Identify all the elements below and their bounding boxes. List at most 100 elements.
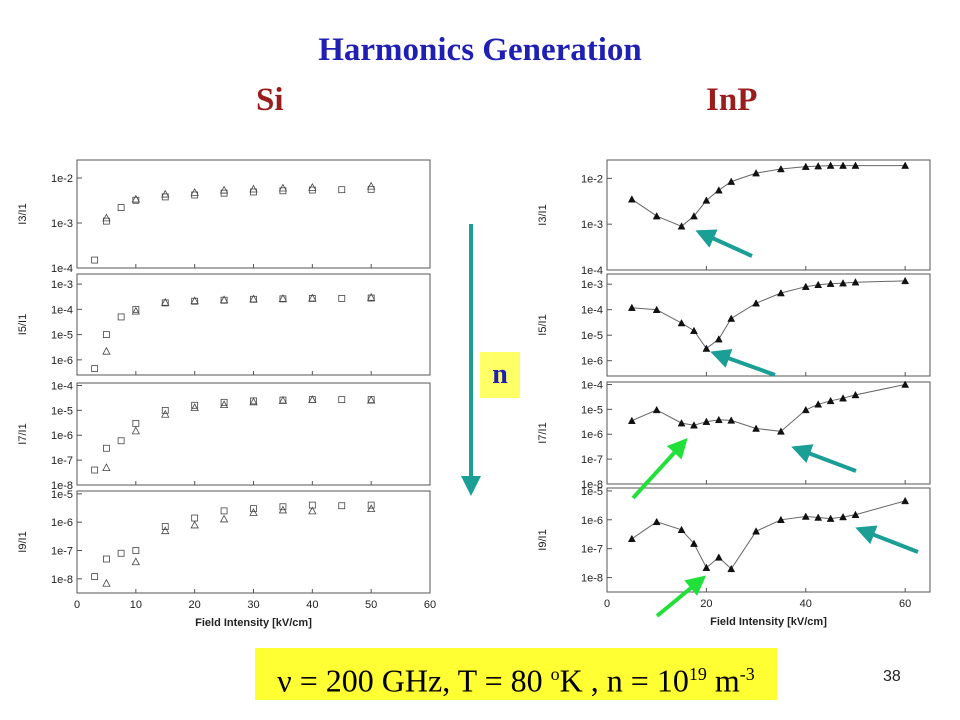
data-point-filled-triangle — [826, 514, 835, 522]
parameters-formula: ν = 200 GHz, T = 80 oK , n = 1019 m-3 — [255, 648, 777, 700]
data-point-triangle — [102, 463, 111, 472]
y-tick-label: 1e-6 — [51, 430, 73, 442]
data-point-filled-triangle — [801, 405, 810, 414]
data-point-filled-triangle — [839, 512, 847, 521]
data-point-triangle — [219, 185, 229, 194]
series-line — [631, 280, 906, 350]
x-tick-label: 30 — [247, 599, 259, 611]
x-tick-label: 40 — [306, 599, 318, 611]
data-point-square — [338, 295, 346, 302]
data-point-filled-triangle — [777, 515, 785, 524]
data-point-filled-triangle — [851, 278, 860, 286]
harmonic-order-label: n — [480, 352, 520, 398]
y-tick-label: 1e-4 — [581, 265, 603, 277]
data-point-filled-triangle — [702, 563, 711, 571]
data-point-square — [338, 502, 346, 510]
data-point-filled-triangle — [801, 162, 810, 170]
y-tick-label: 1e-4 — [581, 379, 603, 391]
min-arrow-i7-right — [791, 444, 857, 473]
y-tick-label: 1e-5 — [51, 330, 73, 342]
data-point-filled-triangle — [690, 539, 698, 547]
data-point-square — [132, 419, 140, 427]
si-label: Si — [256, 82, 284, 118]
data-point-filled-triangle — [627, 534, 636, 543]
data-point-filled-triangle — [826, 279, 835, 287]
data-point-filled-triangle — [702, 344, 711, 352]
data-point-square — [161, 523, 169, 530]
data-point-filled-triangle — [727, 314, 736, 322]
data-point-triangle — [131, 557, 141, 566]
data-point-filled-triangle — [851, 161, 860, 169]
data-point-filled-triangle — [839, 161, 847, 169]
data-point-filled-triangle — [801, 282, 810, 290]
y-tick-label: 1e-7 — [51, 455, 73, 467]
x-tick-label: 60 — [899, 598, 911, 610]
y-tick-label: 1e-2 — [581, 173, 603, 185]
data-point-filled-triangle — [814, 162, 823, 170]
x-axis-label: Field Intensity [kV/cm] — [195, 617, 312, 629]
y-tick-label: 1e-4 — [51, 380, 73, 392]
y-tick-label: 1e-8 — [51, 574, 73, 586]
y-axis-label: I7/I1 — [537, 422, 549, 443]
y-tick-label: 1e-6 — [51, 517, 73, 529]
data-point-square — [91, 466, 99, 474]
y-tick-label: 1e-7 — [581, 454, 603, 466]
data-point-triangle — [366, 292, 376, 301]
min-arrow-i7-left — [631, 438, 688, 500]
data-point-square — [220, 507, 228, 515]
data-point-triangle — [249, 294, 258, 303]
y-tick-label: 1e-8 — [581, 573, 603, 585]
data-point-triangle — [190, 520, 199, 529]
data-point-square — [91, 256, 99, 264]
data-point-filled-triangle — [727, 564, 736, 573]
data-point-filled-triangle — [727, 177, 736, 185]
x-tick-label: 40 — [800, 598, 812, 610]
min-arrow-i9-left — [655, 575, 707, 618]
data-point-triangle — [278, 505, 288, 514]
data-point-triangle — [278, 183, 288, 192]
y-axis-label: I9/I1 — [17, 531, 29, 552]
formula-unit-exponent: -3 — [739, 664, 755, 684]
y-axis-label: I3/I1 — [17, 203, 29, 224]
data-point-square — [91, 573, 99, 580]
data-point-filled-triangle — [752, 299, 760, 307]
data-point-filled-triangle — [690, 212, 698, 220]
data-point-triangle — [219, 400, 229, 409]
data-point-filled-triangle — [752, 527, 760, 535]
data-point-square — [117, 204, 125, 211]
data-point-triangle — [190, 188, 199, 196]
data-point-triangle — [190, 296, 199, 305]
data-point-triangle — [366, 395, 376, 404]
y-axis-label: I5/I1 — [537, 314, 549, 335]
data-point-filled-triangle — [839, 394, 847, 402]
y-axis-label: I9/I1 — [537, 529, 549, 550]
data-point-filled-triangle — [627, 416, 636, 424]
formula-nu: ν — [277, 662, 292, 699]
data-point-square — [279, 503, 287, 511]
data-point-filled-triangle — [777, 289, 785, 297]
data-point-filled-triangle — [627, 195, 636, 203]
data-point-filled-triangle — [752, 424, 760, 432]
data-point-triangle — [102, 346, 111, 355]
min-arrow-i3 — [695, 229, 753, 258]
data-point-filled-triangle — [627, 303, 636, 311]
data-point-square — [132, 305, 140, 313]
page-number: 38 — [883, 668, 901, 685]
data-point-square — [132, 196, 140, 204]
data-point-square — [117, 549, 125, 557]
panel-frame — [76, 490, 431, 594]
x-axis-label: Field Intensity [kV/cm] — [710, 616, 827, 628]
page-title: Harmonics Generation — [318, 32, 642, 68]
inp-label: InP — [706, 82, 758, 118]
formula-unit: m — [706, 662, 740, 699]
data-point-filled-triangle — [702, 417, 711, 425]
x-tick-label: 20 — [700, 598, 712, 610]
data-point-square — [250, 295, 257, 303]
y-tick-label: 1e-3 — [51, 218, 73, 230]
y-tick-label: 1e-7 — [581, 544, 603, 556]
data-point-triangle — [219, 514, 229, 523]
x-tick-label: 0 — [604, 598, 610, 610]
data-point-square — [220, 398, 228, 406]
data-point-filled-triangle — [814, 513, 823, 521]
data-point-triangle — [278, 294, 288, 302]
